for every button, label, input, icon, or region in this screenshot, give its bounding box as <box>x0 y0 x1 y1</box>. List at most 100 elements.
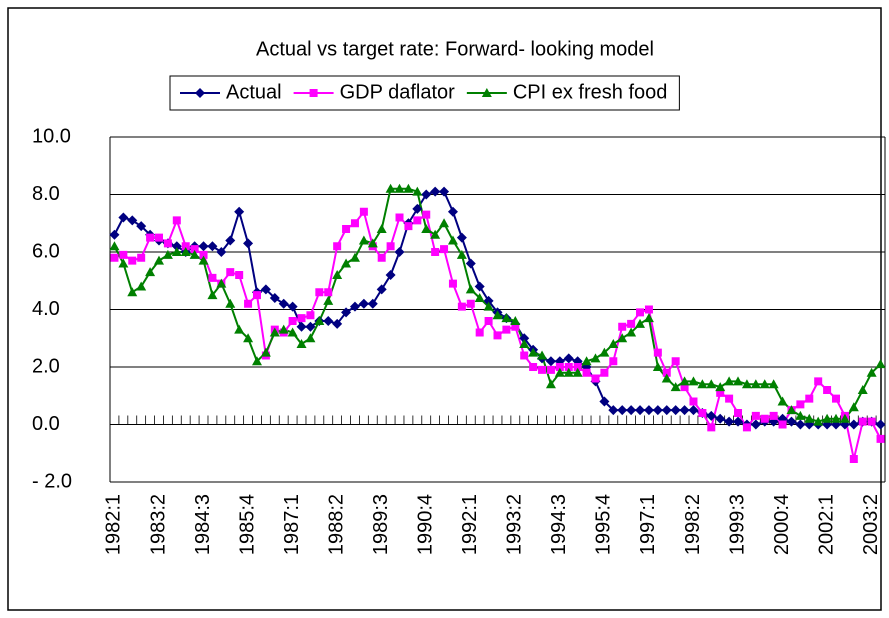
marker <box>198 241 209 252</box>
marker <box>430 229 441 239</box>
marker <box>297 314 306 323</box>
legend-label: GDP daflator <box>340 81 456 103</box>
marker <box>395 213 404 222</box>
marker <box>412 186 423 196</box>
marker <box>377 253 386 262</box>
marker <box>269 327 280 337</box>
marker <box>564 363 573 371</box>
marker <box>235 271 244 279</box>
marker <box>617 333 628 343</box>
y-tick-label: 4.0 <box>32 298 60 320</box>
legend-box <box>169 75 680 111</box>
marker <box>367 238 378 248</box>
marker <box>689 397 698 406</box>
marker <box>171 247 182 256</box>
marker <box>288 317 297 325</box>
marker <box>545 379 556 389</box>
marker <box>195 88 205 98</box>
marker <box>876 434 885 443</box>
marker <box>287 327 298 337</box>
marker <box>296 321 307 332</box>
marker <box>733 376 744 386</box>
marker <box>413 216 422 225</box>
marker <box>278 298 289 309</box>
marker <box>706 379 717 389</box>
x-tick-label: 1989:3 <box>370 494 392 555</box>
x-tick-label: 1987:1 <box>281 494 303 555</box>
marker <box>448 279 457 288</box>
x-tick-label: 1982:1 <box>103 494 125 555</box>
marker <box>110 253 119 262</box>
marker <box>153 255 164 265</box>
marker <box>786 405 797 415</box>
marker <box>688 376 699 386</box>
marker <box>260 284 271 295</box>
marker <box>670 382 681 392</box>
legend-label: Actual <box>226 81 282 103</box>
marker <box>750 419 761 430</box>
marker <box>447 206 458 217</box>
marker <box>715 413 726 424</box>
marker <box>137 253 146 262</box>
y-tick-label: 2.0 <box>32 355 60 377</box>
marker <box>465 284 476 294</box>
marker <box>163 239 172 248</box>
marker <box>725 394 734 403</box>
chart-title: Actual vs target rate: Forward- looking … <box>256 38 654 60</box>
marker <box>875 419 886 430</box>
marker <box>867 417 876 426</box>
marker <box>502 325 511 334</box>
marker <box>456 232 467 243</box>
marker <box>671 357 680 366</box>
marker <box>848 402 859 412</box>
marker <box>839 413 850 423</box>
marker <box>805 394 814 403</box>
marker <box>777 396 788 406</box>
marker <box>661 373 672 383</box>
marker <box>421 189 432 200</box>
marker <box>422 210 431 219</box>
marker <box>341 258 352 268</box>
marker <box>306 311 315 320</box>
marker <box>358 298 369 309</box>
marker <box>483 301 494 311</box>
marker <box>403 183 414 193</box>
marker <box>670 405 681 416</box>
marker <box>608 405 619 416</box>
marker <box>208 273 217 282</box>
marker <box>716 388 725 397</box>
marker <box>349 301 360 312</box>
x-tick-label: 1988:2 <box>325 494 347 555</box>
marker <box>858 417 867 426</box>
y-tick-label: 8.0 <box>32 183 60 205</box>
marker <box>581 356 592 366</box>
marker <box>814 377 823 386</box>
marker <box>287 301 298 312</box>
marker <box>715 382 726 392</box>
marker <box>226 268 235 277</box>
marker <box>706 410 717 421</box>
marker <box>849 455 858 463</box>
x-tick-label: 2002:1 <box>815 494 837 555</box>
marker <box>350 219 359 228</box>
marker <box>679 405 690 416</box>
marker <box>769 411 778 420</box>
x-tick-label: 1994:3 <box>548 494 570 555</box>
marker <box>688 405 699 416</box>
marker <box>323 295 334 305</box>
marker <box>315 288 324 297</box>
marker <box>465 258 476 269</box>
marker <box>234 206 245 217</box>
marker <box>511 322 520 331</box>
marker <box>582 368 591 377</box>
marker <box>109 241 120 251</box>
marker <box>421 224 432 233</box>
marker <box>305 321 316 332</box>
marker <box>439 186 450 197</box>
marker <box>751 411 760 420</box>
marker <box>635 318 646 328</box>
marker <box>563 367 574 377</box>
marker <box>376 284 387 295</box>
marker <box>474 293 485 302</box>
marker <box>857 385 868 394</box>
